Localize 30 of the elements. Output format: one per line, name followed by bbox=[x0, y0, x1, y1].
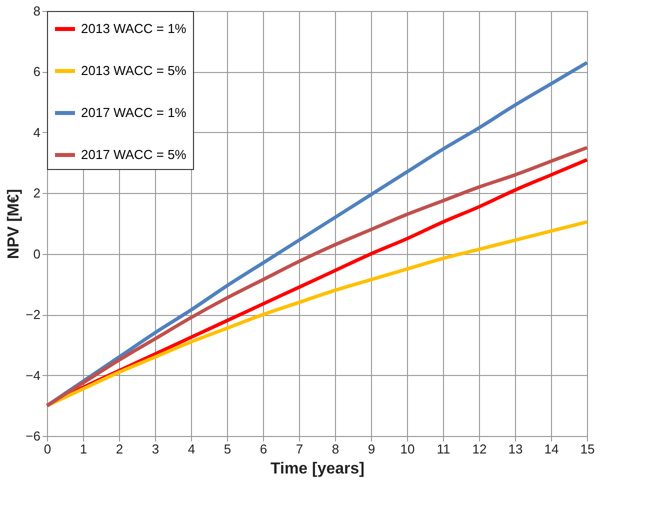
x-tick-label: 1 bbox=[80, 442, 88, 456]
y-tick-label: 8 bbox=[33, 4, 40, 18]
y-tick-label: 4 bbox=[33, 124, 40, 140]
x-tick-label: 14 bbox=[544, 442, 559, 456]
x-tick-label: 10 bbox=[400, 442, 415, 456]
x-tick-label: 2 bbox=[116, 442, 124, 456]
y-axis-title: NPV [M€] bbox=[6, 188, 23, 260]
x-tick-label: 6 bbox=[260, 442, 268, 456]
x-tick-label: 4 bbox=[188, 442, 196, 456]
legend-label: 2017 WACC = 1% bbox=[81, 105, 187, 120]
x-tick-label: 11 bbox=[436, 442, 450, 456]
x-tick-label: 8 bbox=[332, 442, 340, 456]
y-tick-label: 0 bbox=[33, 246, 40, 262]
x-tick-label: 15 bbox=[580, 442, 595, 456]
legend-label: 2013 WACC = 1% bbox=[81, 21, 187, 36]
legend-label: 2017 WACC = 5% bbox=[81, 147, 187, 162]
y-tick-label: −4 bbox=[26, 368, 40, 383]
y-tick-label: 2 bbox=[33, 186, 40, 201]
y-tick-label: −6 bbox=[26, 428, 40, 444]
x-tick-label: 5 bbox=[224, 442, 232, 456]
x-tick-label: 13 bbox=[508, 442, 523, 456]
x-tick-label: 7 bbox=[296, 442, 304, 456]
x-axis-title: Time [years] bbox=[270, 460, 364, 478]
x-tick-label: 12 bbox=[472, 442, 487, 456]
y-tick-label: 6 bbox=[33, 64, 40, 80]
y-tick-label: −2 bbox=[26, 307, 40, 322]
x-tick-label: 0 bbox=[44, 442, 52, 456]
legend-label: 2013 WACC = 5% bbox=[81, 63, 187, 78]
x-tick-label: 9 bbox=[368, 442, 376, 456]
x-tick-label: 3 bbox=[152, 442, 160, 456]
